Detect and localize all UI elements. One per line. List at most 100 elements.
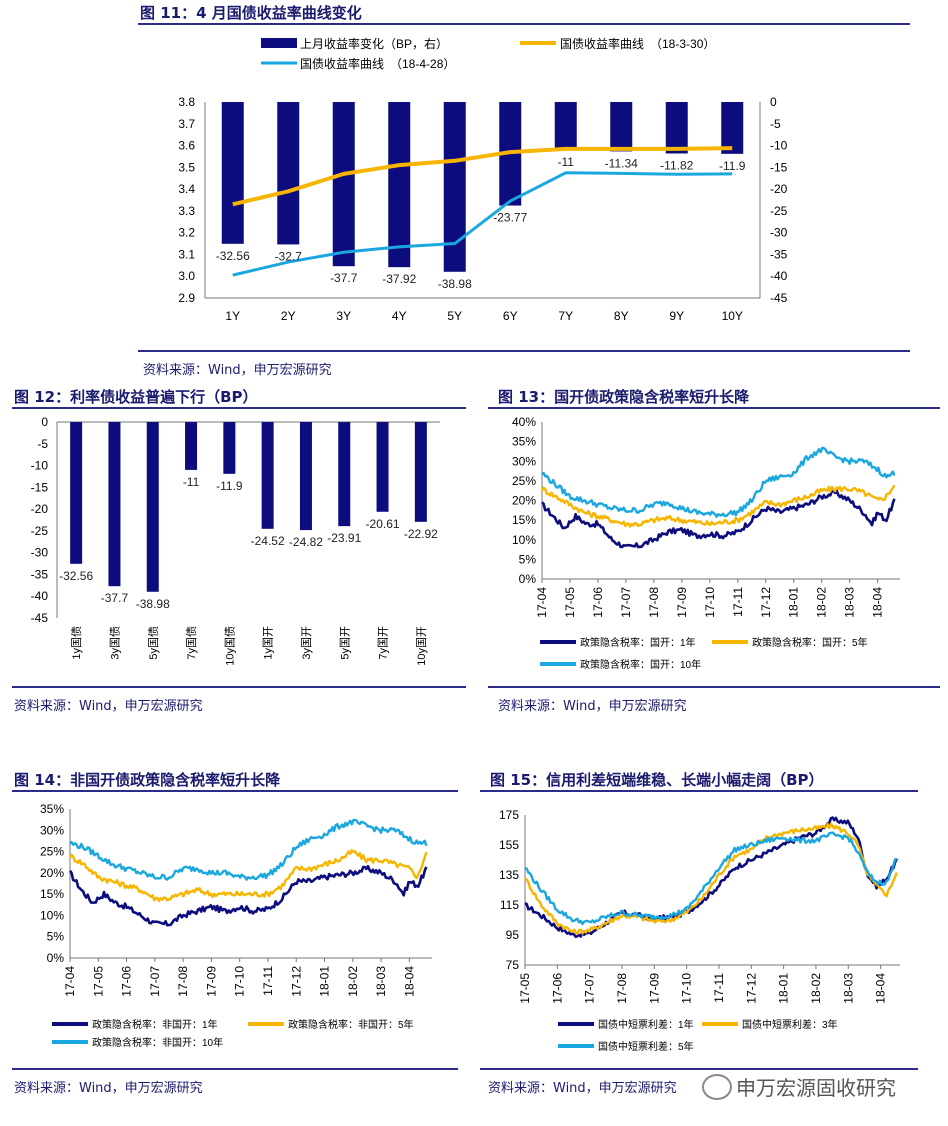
fig11-right-tick: -20 — [770, 182, 788, 196]
fig12-title-rule — [12, 407, 466, 409]
fig13-x-tick: 17-04 — [535, 587, 549, 618]
fig11-x-tick: 3Y — [336, 309, 351, 323]
fig14-x-tick: 17-09 — [204, 966, 218, 997]
fig14-x-tick: 18-02 — [346, 966, 360, 997]
fig11-bar-label: -37.7 — [330, 271, 358, 285]
fig11-source: 资料来源：Wind，申万宏源研究 — [143, 363, 332, 378]
fig13-x-tick: 17-06 — [591, 587, 605, 618]
fig12-y-tick: -20 — [31, 502, 49, 516]
fig13-x-tick: 17-09 — [675, 587, 689, 618]
fig11-bar-label: -32.56 — [216, 249, 250, 263]
fig13-x-tick: 17-12 — [759, 587, 773, 618]
fig12-x-tick: 10y国开 — [415, 626, 428, 666]
fig15-x-tick: 17-06 — [550, 973, 564, 1004]
fig13-title-rule — [488, 407, 940, 409]
fig11-bar-label: -11 — [558, 155, 575, 169]
fig12-bar-label: -32.56 — [59, 569, 93, 583]
fig11-legend-gold-label: 国债收益率曲线 （18-3-30） — [560, 36, 715, 51]
fig15-title-rule — [480, 790, 918, 792]
fig15-x-tick: 17-09 — [647, 973, 661, 1004]
fig14-x-tick: 17-05 — [91, 966, 105, 997]
fig12-y-tick: -15 — [31, 480, 49, 494]
fig13-x-tick: 18-01 — [787, 587, 801, 618]
fig12-y-tick: -10 — [31, 459, 49, 473]
fig12-bar — [185, 422, 198, 470]
fig15-y-tick: 75 — [506, 958, 520, 972]
fig11-bar-label: -37.92 — [382, 272, 416, 286]
fig13-y-tick: 35% — [512, 435, 536, 449]
fig11-legend-cyan-label: 国债收益率曲线 （18-4-28） — [300, 56, 455, 71]
fig11-left-tick: 3.8 — [178, 95, 195, 109]
fig11-title-rule — [138, 23, 910, 25]
fig15-legend-label: 国债中短票利差：5年 — [598, 1040, 694, 1053]
fig12-bar — [108, 422, 121, 587]
fig12-x-tick: 10y国债 — [222, 626, 236, 666]
fig11-left-tick: 3.7 — [178, 117, 195, 131]
fig11-x-tick: 10Y — [722, 309, 743, 323]
fig11-right-tick: 0 — [770, 95, 777, 109]
fig13-x-tick: 18-04 — [871, 587, 885, 618]
fig13-x-tick: 17-07 — [619, 587, 633, 618]
fig14-source-rule — [12, 1068, 458, 1070]
fig12-source: 资料来源：Wind，申万宏源研究 — [14, 699, 203, 714]
fig15-x-tick: 18-01 — [777, 973, 791, 1004]
fig15-x-tick: 17-11 — [712, 973, 726, 1003]
fig15-x-tick: 17-05 — [518, 973, 532, 1004]
fig15-x-tick: 17-10 — [680, 973, 694, 1004]
fig12-bar — [261, 422, 274, 529]
fig13-series-navy — [541, 489, 896, 549]
fig11-line-gold — [232, 146, 733, 207]
fig14-chart: 35% 30% 25% 20% 15% 10% 5% 0%17-04 17-05 17-06 17-… — [40, 802, 432, 1049]
fig14-x-tick: 17-04 — [63, 966, 77, 997]
fig13-x-tick: 17-10 — [703, 587, 717, 618]
fig14-legend-label: 政策隐含税率：非国开：10年 — [92, 1036, 223, 1049]
fig13-x-tick: 17-11 — [731, 587, 745, 617]
fig14-y-tick: 15% — [40, 887, 64, 901]
fig11-x-tick: 9Y — [669, 309, 684, 323]
fig11-bar-label: -38.98 — [438, 277, 472, 291]
fig11-x-tick: 1Y — [225, 309, 240, 323]
fig11-x-tick: 6Y — [503, 309, 518, 323]
fig14-y-tick: 20% — [40, 866, 64, 880]
fig11-right-tick: -15 — [770, 160, 788, 174]
fig12-bar-label: -20.61 — [366, 517, 400, 531]
fig12-title: 图 12：利率债收益普遍下行（BP） — [14, 388, 258, 406]
fig12-y-tick: -25 — [31, 524, 49, 538]
fig12-y-tick: 0 — [41, 415, 48, 429]
fig11-legend-bar-label: 上月收益率变化（BP，右） — [300, 36, 448, 51]
fig14-series-gold — [68, 849, 428, 903]
fig11-bar — [554, 102, 577, 150]
fig13-title: 图 13：国开债政策隐含税率短升长降 — [498, 388, 750, 406]
fig11-bar-label: -11.34 — [605, 156, 638, 170]
fig14-title: 图 14：非国开债政策隐含税率短升长降 — [14, 771, 281, 789]
fig13-y-tick: 0% — [519, 572, 537, 586]
fig12-bar — [376, 422, 389, 512]
fig13-y-tick: 20% — [512, 494, 536, 508]
fig12-bar-label: -11 — [183, 475, 200, 489]
fig15-x-tick: 17-07 — [583, 973, 597, 1004]
fig11-left-tick: 3.6 — [178, 139, 195, 153]
fig11-bar — [277, 102, 300, 245]
fig12-bar — [146, 422, 159, 592]
fig15-source: 资料来源：Wind，申万宏源研究 — [488, 1081, 677, 1096]
fig14-legend-label: 政策隐含税率：非国开：5年 — [288, 1018, 414, 1031]
fig14-x-tick: 18-01 — [318, 966, 332, 997]
fig14-y-tick: 30% — [40, 823, 64, 837]
fig12-x-tick: 7y国债 — [184, 626, 198, 660]
fig14-y-tick: 35% — [40, 802, 64, 816]
fig11-bar-label: -11.82 — [660, 158, 693, 172]
wechat-icon — [702, 1074, 732, 1100]
fig15-y-tick: 95 — [506, 928, 520, 942]
fig12-bar-label: -22.92 — [404, 527, 438, 541]
fig13-x-tick: 18-02 — [815, 587, 829, 618]
fig11-bar — [610, 102, 633, 152]
fig11-x-tick: 7Y — [558, 309, 573, 323]
fig11-left-tick: 3.2 — [178, 226, 195, 240]
fig12-bar-label: -23.91 — [327, 531, 361, 545]
fig11-right-tick: -30 — [770, 226, 788, 240]
fig11-bar — [443, 102, 466, 272]
fig11-right-tick: -25 — [770, 204, 788, 218]
fig14-y-tick: 5% — [47, 930, 65, 944]
fig11-left-tick: 3.5 — [178, 160, 195, 174]
fig11-left-tick: 3.1 — [178, 247, 195, 261]
